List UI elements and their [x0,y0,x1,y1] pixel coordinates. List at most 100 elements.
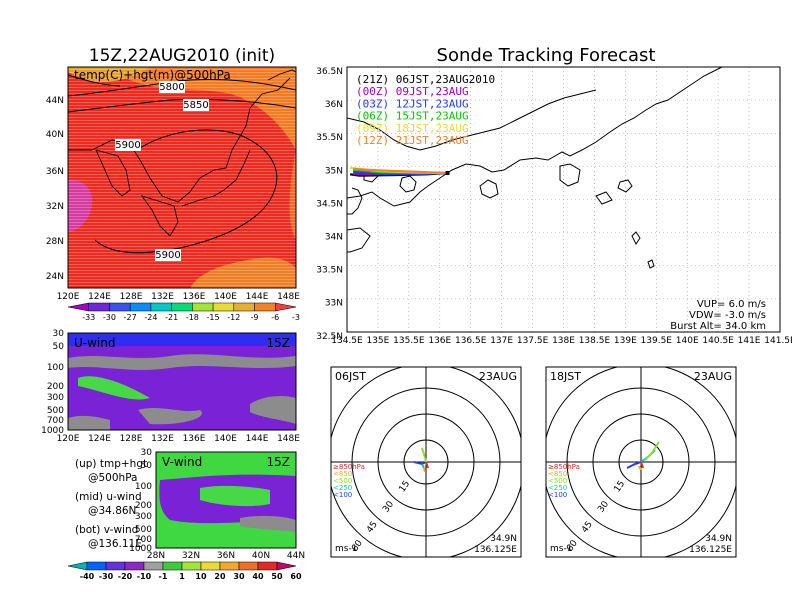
hodo-lon: 136.125E [689,545,732,555]
lat-tick-label: 36.5N [316,67,343,77]
legend-entry: (21Z) 06JST,23AUG2010 [356,73,495,86]
lat-tick-label: 32N [182,551,200,561]
lon-tick-label: 136E [428,336,451,346]
track-coastline [347,67,723,269]
lat-tick-label: 34.5N [316,199,343,209]
lat-tick-label: 36N [325,100,343,110]
colorbar-swatch [276,561,297,571]
lat-tick-label: 28N [46,237,64,247]
pressure-tick-label: 200 [135,501,152,511]
lon-tick-label: 135E [366,336,389,346]
legend-entry: (00Z) 09JST,23AUG [356,85,469,98]
lon-tick-label: 139E [614,336,637,346]
colorbar-label: -10 [137,572,152,581]
hodograph-trace [421,463,425,469]
colorbar-swatch [257,561,278,571]
note-up-1: (up) tmp+hgt [75,458,147,470]
colorbar-label: -12 [227,313,240,322]
u-wind-label: U-wind [74,336,115,350]
hodograph-trace [638,465,642,471]
pressure-tick-label: 50 [53,342,65,352]
lat-tick-label: 36N [217,551,235,561]
level-legend: <850 [548,470,567,478]
sonde-info-line: Burst Alt= 34.0 km [670,321,766,332]
lat-tick-label: 33.5N [316,266,343,276]
level-legend: <500 [333,477,352,485]
hodo-lat: 34.9N [705,534,732,544]
colorbar-swatch [200,561,221,571]
lon-tick-label: 137.5E [517,336,549,346]
colorbar-label: -30 [103,313,116,322]
colorbar-swatch [143,561,164,571]
lon-tick-label: 141.5E [764,336,792,346]
height-contours [68,74,296,254]
lon-tick-label: 124E [88,292,111,302]
colorbar-label: 50 [271,572,283,581]
hodo-time: 18JST [550,370,581,383]
contour-label-box [155,249,181,261]
lon-tick-label: 136E [183,292,206,302]
colorbar-swatch [67,561,88,571]
pressure-tick-label: 500 [135,525,152,535]
temperature-map: temp(C)+hgt(m)@500hPa 5800 5850 5900 5900 4… [46,66,300,302]
colorbar-swatch [109,302,131,312]
note-up-2: @500hPa [88,472,138,484]
hodo-date: 23AUG [694,370,732,383]
note-mid-2: @34.86N [88,505,136,517]
hatch-overlay [68,67,296,288]
lon-tick-label: 132E [151,434,174,444]
lat-tick-label: 34N [325,233,343,243]
pressure-tick-label: 50 [141,461,153,471]
hodo-lon: 136.125E [474,545,517,555]
sonde-track [353,167,448,175]
colorbar-swatch [129,302,152,312]
colorbar-swatch [254,302,276,312]
lat-tick-label: 24N [46,272,64,282]
hodograph-trace [640,461,644,469]
colorbar-label: 1 [179,572,185,581]
pressure-tick-label: 200 [47,382,64,392]
pressure-tick-label: 700 [47,416,64,426]
hodo-time: 06JST [335,370,366,383]
colorbar-swatch [238,561,259,571]
lon-tick-label: 148E [277,292,300,302]
track-map: 36.5N 36N 35.5N 35N 34.5N 34N 33.5N 33N 32.5N 13… [316,66,792,346]
left-title: 15Z,22AUG2010 (init) [89,46,275,66]
pressure-tick-label: 500 [47,406,64,416]
lon-tick-label: 140E [676,336,699,346]
legend-entry: (06Z) 15JST,23AUG [356,110,469,123]
v-wind-time: 15Z [267,455,291,469]
hodograph-trace [644,441,660,461]
pressure-tick-label: 30 [141,448,153,458]
lon-tick-label: 140E [214,292,237,302]
hodograph-trace [423,467,426,473]
lon-tick-label: 138E [552,336,575,346]
hodo-unit: ms-1 [550,544,572,554]
level-legend: <250 [548,484,567,492]
lon-tick-label: 132E [151,292,174,302]
colorbar-label: -9 [251,313,259,322]
pressure-tick-label: 100 [47,363,64,373]
colorbar-swatch [212,302,235,312]
v-wind-label: V-wind [162,455,202,469]
note-bot-2: @136.11E [88,538,142,550]
temp-colorbar: -33 -30 -27 -24 -21 -18 -15 -12 -9 -6 -3 [67,302,300,322]
legend-entry: (12Z) 21JST,23AUG [356,134,469,147]
colorbar-label: -6 [271,313,279,322]
colorbar-swatch [124,561,145,571]
note-bot-1: (bot) v-wind [75,524,138,536]
colorbar-swatch [171,302,193,312]
colorbar-label: -3 [292,313,300,322]
colorbar-label: 10 [195,572,207,581]
hodograph-06jst: 06JST 23AUG15304560≥850hPa<850<500<250<10… [330,366,522,558]
colorbar-swatch [105,561,126,571]
lat-tick-label: 40N [252,551,270,561]
hodo-unit: ms-1 [335,544,357,554]
level-legend: <100 [333,491,352,499]
colorbar-swatch [181,561,202,571]
legend-entry: (03Z) 12JST,23AUG [356,97,469,110]
colorbar-label: -27 [124,313,137,322]
lon-tick-label: 148E [277,434,300,444]
lat-tick-label: 36N [46,167,64,177]
pressure-tick-label: 300 [135,512,152,522]
